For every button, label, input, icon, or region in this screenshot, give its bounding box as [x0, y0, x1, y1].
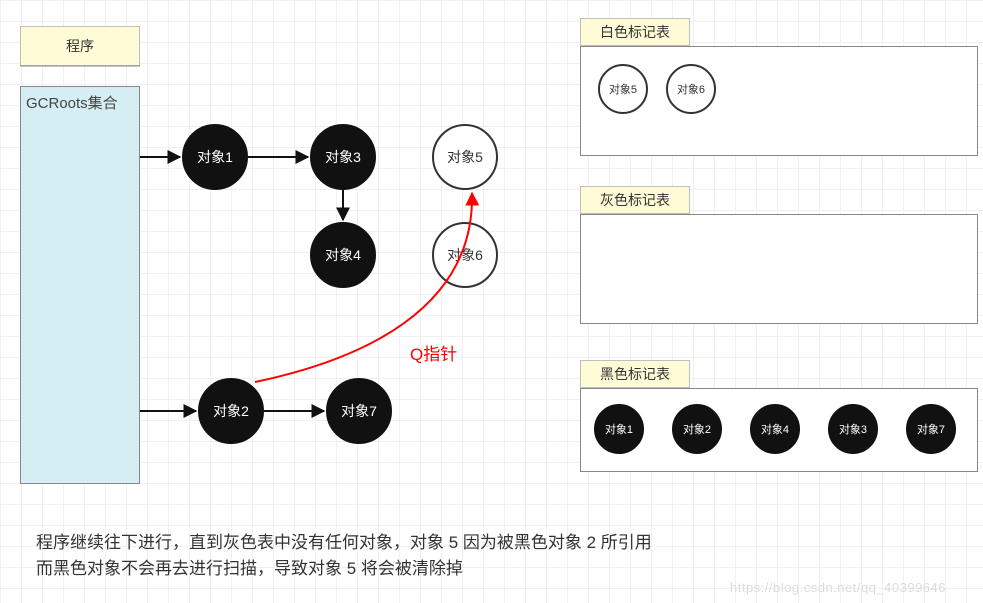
white-table-label: 白色标记表 — [580, 18, 690, 46]
node-obj4-label: 对象4 — [325, 245, 361, 265]
white-table-item-1: 对象6 — [666, 64, 716, 114]
gray-table-label-text: 灰色标记表 — [600, 190, 670, 210]
node-obj1-label: 对象1 — [197, 147, 233, 167]
gray-table-label: 灰色标记表 — [580, 186, 690, 214]
black-table-item-0: 对象1 — [594, 404, 644, 454]
node-obj2: 对象2 — [198, 378, 264, 444]
black-table-label: 黑色标记表 — [580, 360, 690, 388]
gray-table-box — [580, 214, 978, 324]
white-table-item-1-label: 对象6 — [677, 81, 705, 97]
node-obj6: 对象6 — [432, 222, 498, 288]
black-table-item-1-label: 对象2 — [683, 421, 711, 437]
white-table-label-text: 白色标记表 — [600, 22, 670, 42]
caption-text: 程序继续往下进行，直到灰色表中没有任何对象，对象 5 因为被黑色对象 2 所引用… — [36, 530, 652, 583]
gcroots-box — [20, 86, 140, 484]
black-table-item-4-label: 对象7 — [917, 421, 945, 437]
black-table-item-0-label: 对象1 — [605, 421, 633, 437]
node-obj6-label: 对象6 — [447, 245, 483, 265]
node-obj2-label: 对象2 — [213, 401, 249, 421]
gcroots-label: GCRoots集合 — [26, 92, 118, 113]
white-table-item-0-label: 对象5 — [609, 81, 637, 97]
black-table-item-1: 对象2 — [672, 404, 722, 454]
node-obj5-label: 对象5 — [447, 147, 483, 167]
watermark-text: https://blog.csdn.net/qq_40399646 — [730, 580, 946, 595]
black-table-item-3: 对象3 — [828, 404, 878, 454]
node-obj5: 对象5 — [432, 124, 498, 190]
node-obj7-label: 对象7 — [341, 401, 377, 421]
black-table-item-3-label: 对象3 — [839, 421, 867, 437]
node-obj3: 对象3 — [310, 124, 376, 190]
black-table-label-text: 黑色标记表 — [600, 364, 670, 384]
node-obj7: 对象7 — [326, 378, 392, 444]
program-label-text: 程序 — [66, 36, 94, 56]
q-pointer-label: Q指针 — [410, 340, 457, 365]
black-table-item-4: 对象7 — [906, 404, 956, 454]
node-obj4: 对象4 — [310, 222, 376, 288]
node-obj3-label: 对象3 — [325, 147, 361, 167]
black-table-item-2-label: 对象4 — [761, 421, 789, 437]
node-obj1: 对象1 — [182, 124, 248, 190]
white-table-item-0: 对象5 — [598, 64, 648, 114]
black-table-item-2: 对象4 — [750, 404, 800, 454]
program-label: 程序 — [20, 26, 140, 66]
